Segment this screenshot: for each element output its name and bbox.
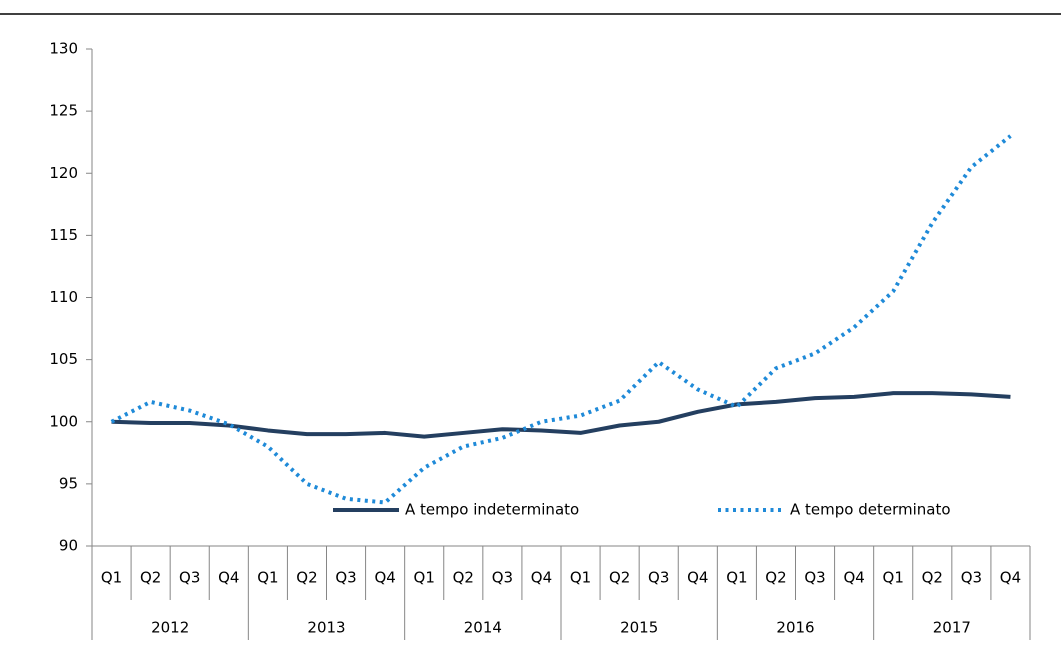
y-tick-label: 110 [49, 288, 78, 306]
x-tick-label: Q3 [492, 569, 513, 587]
x-tick-label: Q4 [218, 569, 239, 587]
x-tick-label: Q1 [570, 569, 591, 587]
x-group-label: 2014 [464, 619, 502, 637]
x-tick-label: Q1 [257, 569, 278, 587]
x-tick-label: Q1 [883, 569, 904, 587]
x-tick-label: Q1 [414, 569, 435, 587]
y-tick-label: 120 [49, 164, 78, 182]
x-tick-label: Q2 [453, 569, 474, 587]
x-group-label: 2012 [151, 619, 189, 637]
y-tick-label: 105 [49, 350, 78, 368]
x-group-label: 2017 [933, 619, 971, 637]
x-tick-label: Q4 [843, 569, 864, 587]
legend-label: A tempo indeterminato [405, 501, 579, 519]
y-tick-label: 115 [49, 226, 78, 244]
x-tick-label: Q3 [335, 569, 356, 587]
series-line [110, 134, 1012, 505]
x-tick-label: Q4 [687, 569, 708, 587]
x-tick-label: Q2 [296, 569, 317, 587]
y-tick-label: 130 [49, 40, 78, 58]
x-tick-label: Q2 [765, 569, 786, 587]
x-group-label: 2016 [776, 619, 814, 637]
x-tick-label: Q3 [179, 569, 200, 587]
x-tick-label: Q2 [922, 569, 943, 587]
x-group-label: 2015 [620, 619, 658, 637]
y-tick-label: 95 [59, 474, 78, 492]
x-tick-label: Q1 [726, 569, 747, 587]
x-tick-label: Q3 [961, 569, 982, 587]
x-tick-label: Q2 [609, 569, 630, 587]
y-tick-label: 100 [49, 412, 78, 430]
x-tick-label: Q4 [374, 569, 395, 587]
x-tick-label: Q4 [531, 569, 552, 587]
x-tick-label: Q2 [140, 569, 161, 587]
x-group-label: 2013 [307, 619, 345, 637]
y-tick-label: 125 [49, 102, 78, 120]
legend-label: A tempo determinato [790, 501, 951, 519]
x-tick-label: Q3 [648, 569, 669, 587]
x-tick-label: Q4 [1000, 569, 1021, 587]
x-tick-label: Q3 [804, 569, 825, 587]
series-line [111, 391, 1011, 439]
x-tick-label: Q1 [101, 569, 122, 587]
y-tick-label: 90 [59, 537, 78, 555]
